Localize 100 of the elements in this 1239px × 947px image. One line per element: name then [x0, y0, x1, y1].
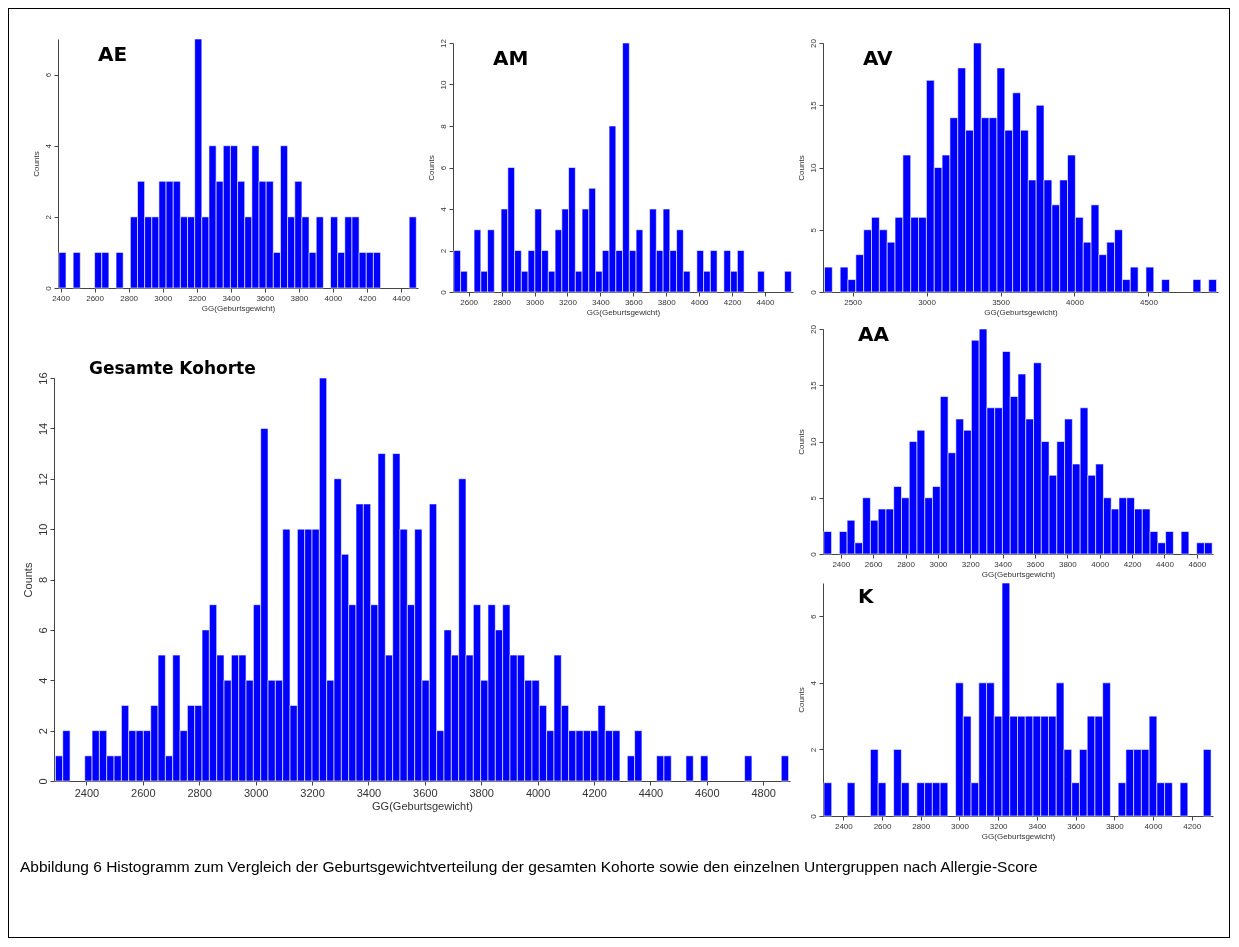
y-tick-label: 0	[43, 285, 53, 291]
y-tick-label: 8	[36, 576, 49, 584]
x-tick-label: 2400	[74, 786, 100, 799]
y-tick-label: 2	[36, 728, 49, 735]
y-axis-title: Counts	[426, 155, 436, 181]
x-tick-label: 2600	[131, 786, 156, 799]
y-tick-label: 0	[808, 289, 818, 295]
x-tick-label: 4400	[392, 293, 411, 303]
x-tick-label: 4200	[723, 297, 743, 307]
x-axis-title: GG(Geburtsgewicht)	[981, 569, 1056, 579]
y-tick-label: 10	[36, 523, 49, 536]
text: Abbildung 6 Histogramm zum Vergleich der Geburtsgewichtverteilung der gesamten Kohorte sowie den einzelnen Untergruppen nach Allergie-Score	[20, 857, 1039, 877]
y-tick-label: 16	[36, 372, 49, 385]
x-tick-label: 4400	[638, 786, 664, 799]
x-tick-label: 3400	[994, 559, 1013, 569]
x-tick-label: 2800	[897, 559, 916, 569]
y-tick-label: 4	[438, 206, 448, 212]
x-tick-label: 4800	[751, 786, 776, 799]
x-tick-label: 4000	[525, 786, 551, 799]
y-tick-label: 14	[36, 422, 49, 435]
y-tick-label: 6	[36, 627, 49, 634]
x-tick-label: 3000	[154, 293, 173, 303]
y-tick-label: 5	[808, 495, 818, 501]
x-tick-label: 4200	[582, 786, 607, 799]
y-axis-title: Counts	[796, 429, 806, 455]
x-tick-label: 3600	[413, 786, 438, 799]
x-tick-label: 2800	[187, 786, 212, 799]
x-tick-label: 4000	[1144, 821, 1163, 831]
x-tick-label: 3600	[1067, 821, 1086, 831]
y-tick-label: 15	[808, 100, 818, 111]
x-tick-label: 3200	[989, 821, 1009, 831]
x-tick-label: 3000	[243, 786, 269, 799]
x-axis-title: GG(Geburtsgewicht)	[372, 799, 473, 812]
x-tick-label: 3800	[469, 786, 494, 799]
x-tick-label: 4500	[1140, 297, 1159, 307]
y-tick-label: 0	[36, 778, 49, 785]
x-tick-label: 4400	[756, 297, 775, 307]
x-tick-label: 2500	[844, 297, 863, 307]
x-tick-label: 3000	[918, 297, 937, 307]
x-tick-label: 3200	[188, 293, 207, 303]
y-tick-label: 10	[808, 163, 818, 173]
y-tick-label: 12	[438, 38, 448, 48]
y-axis-title: Counts	[796, 155, 806, 181]
x-tick-label: 3400	[1028, 821, 1047, 831]
x-tick-label: 3800	[290, 293, 309, 303]
x-tick-label: 3400	[222, 293, 241, 303]
y-tick-label: 0	[438, 289, 448, 295]
x-tick-label: 2400	[832, 559, 851, 569]
x-tick-label: 3600	[624, 297, 644, 307]
x-tick-label: 4000	[690, 297, 710, 307]
x-tick-label: 2400	[52, 293, 71, 303]
x-axis-title: GG(Geburtsgewicht)	[201, 303, 276, 313]
x-tick-label: 3500	[992, 297, 1011, 307]
x-tick-label: 4600	[695, 786, 720, 799]
x-tick-label: 3200	[559, 297, 578, 307]
y-tick-label: 0	[808, 813, 818, 819]
x-tick-label: 2600	[864, 559, 884, 569]
y-tick-label: 2	[808, 747, 818, 753]
y-tick-label: 4	[808, 680, 818, 686]
y-tick-label: 8	[438, 123, 448, 129]
x-tick-label: 2800	[120, 293, 139, 303]
x-tick-label: 3800	[1105, 821, 1125, 831]
x-tick-label: 3600	[1026, 559, 1045, 569]
y-tick-label: 10	[438, 80, 448, 90]
y-tick-label: 15	[808, 380, 818, 391]
y-axis-title: Counts	[796, 687, 806, 713]
x-tick-label: 3200	[300, 786, 325, 799]
y-tick-label: 4	[36, 677, 49, 684]
x-tick-label: 3000	[951, 821, 970, 831]
x-tick-label: 4400	[1156, 559, 1175, 569]
x-tick-label: 2400	[834, 821, 854, 831]
x-tick-label: 3000	[526, 297, 545, 307]
y-tick-label: 5	[808, 227, 818, 233]
x-tick-label: 2600	[460, 297, 479, 307]
x-tick-label: 3400	[591, 297, 611, 307]
x-tick-label: 4000	[324, 293, 343, 303]
x-tick-label: 4200	[1123, 559, 1143, 569]
y-tick-label: 6	[808, 614, 818, 620]
y-tick-label: 20	[808, 38, 818, 48]
x-tick-label: 3400	[356, 786, 382, 799]
chart-title: Gesamte Kohorte	[89, 358, 256, 378]
chart-title: AV	[863, 46, 894, 70]
x-tick-label: 3600	[256, 293, 275, 303]
y-axis-title: Counts	[21, 562, 34, 598]
x-tick-label: 3800	[1058, 559, 1078, 569]
y-tick-label: 2	[438, 248, 448, 254]
y-tick-label: 0	[808, 551, 818, 557]
x-axis-title: GG(Geburtsgewicht)	[984, 307, 1059, 317]
x-tick-label: 3000	[929, 559, 948, 569]
y-tick-label: 2	[43, 214, 53, 220]
x-tick-label: 4200	[358, 293, 377, 303]
x-axis-title: GG(Geburtsgewicht)	[586, 307, 661, 317]
x-tick-label: 2600	[86, 293, 105, 303]
x-tick-label: 4000	[1091, 559, 1110, 569]
y-axis-title: Counts	[31, 151, 41, 177]
chart-title: AE	[98, 42, 128, 66]
x-axis-title: GG(Geburtsgewicht)	[981, 831, 1056, 841]
x-tick-label: 4600	[1188, 559, 1207, 569]
x-tick-label: 3800	[657, 297, 677, 307]
chart-title: AA	[858, 322, 890, 346]
